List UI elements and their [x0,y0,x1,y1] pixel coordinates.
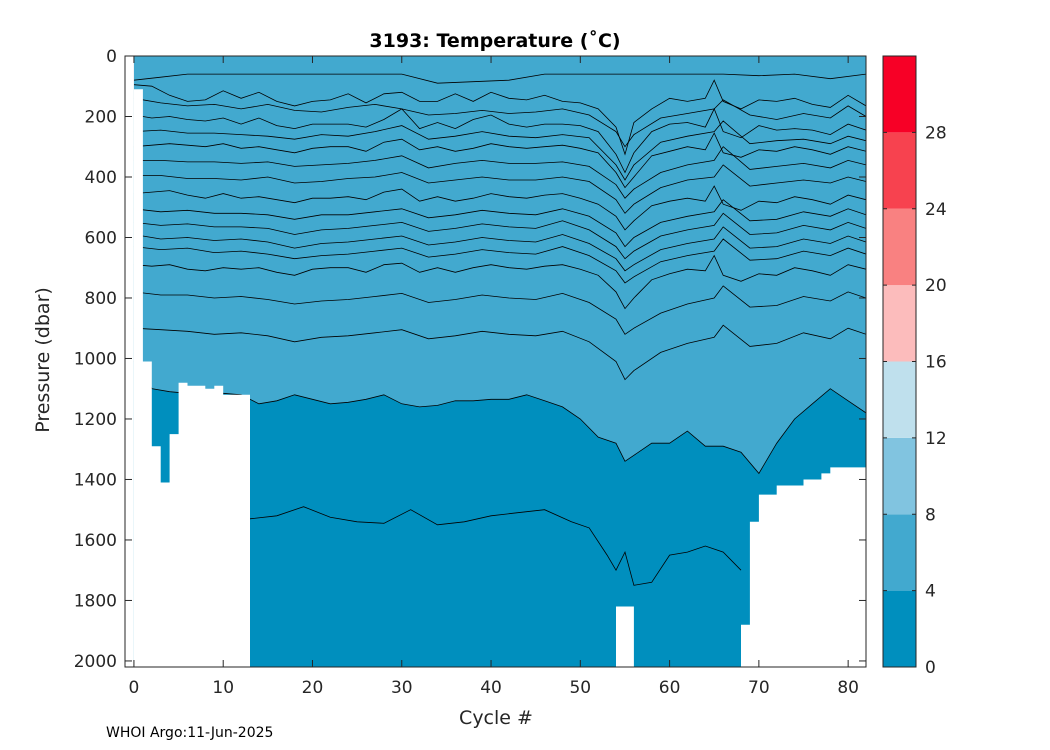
colorbar-band [883,56,916,133]
colorbar-band [883,361,916,438]
y-tick-label: 1600 [74,531,117,551]
missing-data-region [125,56,134,667]
y-tick-label: 1000 [74,349,117,369]
x-tick-label: 80 [837,678,859,698]
contour-line [249,506,742,586]
y-tick-label: 0 [106,47,117,67]
colorbar-band [883,437,916,515]
x-tick-label: 0 [129,678,140,698]
colorbar-band [883,132,916,209]
contour-line [133,212,866,260]
x-tick-label: 20 [302,678,324,698]
x-tick-label: 70 [748,678,770,698]
contour-line [133,199,866,248]
chart-title: 3193: Temperature (˚C) [369,29,620,52]
y-tick-label: 400 [85,168,117,188]
missing-data-region [125,89,250,667]
colorbar-tick-label: 28 [925,123,947,143]
missing-data-regions [125,56,866,667]
y-tick-label: 600 [85,228,117,248]
footer-credit: WHOI Argo:11-Jun-2025 [106,725,274,741]
y-axis-label: Pressure (dbar) [32,287,54,433]
contour-line [133,324,866,381]
y-tick-label: 200 [85,107,117,127]
contour-line-12 [133,185,866,231]
x-axis-label: Cycle # [459,707,533,729]
x-tick-label: 10 [212,678,234,698]
colorbar-tick-label: 0 [925,658,936,678]
contour-line [133,285,866,335]
contour-line [133,164,866,214]
colorbar-tick-label: 20 [925,276,947,296]
colorbar-band [883,208,916,286]
y-tick-label: 1800 [74,591,117,611]
contour-line-26 [133,73,866,84]
x-tick-label: 30 [391,678,413,698]
x-tick-label: 40 [480,678,502,698]
missing-data-region [616,606,634,667]
x-tick-label: 50 [569,678,591,698]
contour-lines [133,73,866,586]
contour-line-16 [133,132,866,189]
x-tick-label: 60 [659,678,681,698]
band-above-4 [133,56,866,474]
plot-area [125,56,866,667]
colorbar-band [883,590,916,667]
colorbar-tick-label: 12 [925,429,947,449]
temperature-bands [125,56,866,667]
y-tick-label: 1200 [74,410,117,430]
y-axis: 0 200 400 600 800 1000 1200 1400 1600 1800 2000 [74,47,866,672]
contour-line [133,97,866,148]
contour-line-20 [133,107,866,174]
contour-line [133,238,866,284]
colorbar-tick-label: 8 [925,505,936,525]
contour-line-24 [133,79,866,156]
colorbar-band [883,514,916,591]
colorbar-tick-label: 24 [925,200,947,220]
contour-line [133,146,866,199]
colorbar-tick-label: 16 [925,353,947,373]
contour-line [133,120,866,181]
y-tick-label: 1400 [74,470,117,490]
y-tick-label: 800 [85,289,117,309]
plot-frame [124,55,867,668]
contour-line-8 [133,254,866,310]
x-axis: 0 10 20 30 40 50 60 70 80 [129,56,859,698]
y-tick-label: 2000 [74,652,117,672]
colorbar-tick-label: 4 [925,582,936,602]
colorbar-band [883,285,916,362]
colorbar: 0 4 8 12 16 20 24 28 [882,55,947,678]
contour-line [133,226,866,272]
missing-data-region [741,467,866,667]
